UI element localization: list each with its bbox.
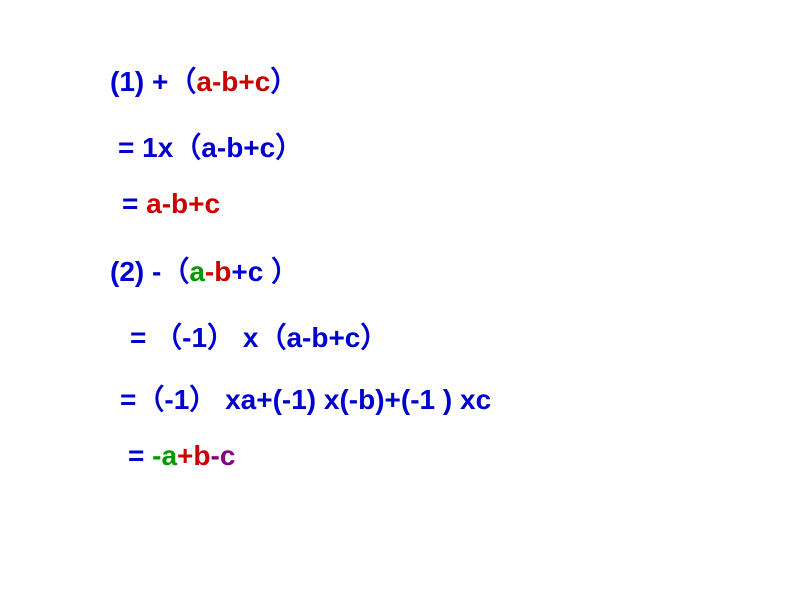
equals-sign: =	[122, 188, 146, 219]
term-a: a	[189, 256, 205, 287]
expression: a-b+c	[196, 66, 270, 97]
text-segment: (1) +	[110, 66, 168, 97]
text-segment: (2) -	[110, 256, 161, 287]
term-plus-b: +b	[177, 440, 210, 471]
paren-close: ）	[275, 132, 303, 163]
expression: a-b+c	[201, 132, 275, 163]
paren-open: （	[258, 322, 286, 353]
equation-line-1: (1) +（a-b+c）	[110, 60, 794, 100]
equation-line-6: =（-1） xa+(-1) x(-b)+(-1 ) xc	[110, 378, 794, 418]
result-expression: a-b+c	[146, 188, 220, 219]
paren-close: ）	[271, 256, 299, 287]
paren-open: （	[136, 384, 164, 415]
paren-close: ）	[189, 384, 217, 415]
equals-sign: =	[128, 440, 152, 471]
expression: a-b+c	[286, 322, 360, 353]
equation-line-2: = 1x（a-b+c）	[110, 126, 794, 166]
paren-open: （	[154, 322, 182, 353]
equals-sign: =	[130, 322, 154, 353]
term-minus-b: -b	[205, 256, 231, 287]
paren-open: （	[168, 66, 196, 97]
paren-close: ）	[270, 66, 298, 97]
expansion: xa+(-1) x(-b)+(-1 ) xc	[217, 384, 491, 415]
paren-open: （	[161, 256, 189, 287]
neg-one: -1	[164, 384, 189, 415]
equals-sign: =	[120, 384, 136, 415]
times: x	[235, 322, 258, 353]
text-segment: = 1x	[118, 132, 173, 163]
paren-close: ）	[207, 322, 235, 353]
equation-line-5: = （-1） x（a-b+c）	[110, 316, 794, 356]
equation-line-4: (2) -（a-b+c ）	[110, 250, 794, 290]
term-neg-a: -a	[152, 440, 177, 471]
math-content: (1) +（a-b+c） = 1x（a-b+c） = a-b+c (2) -（a…	[0, 0, 794, 472]
paren-open: （	[173, 132, 201, 163]
term-plus-c: +c	[231, 256, 271, 287]
equation-line-7: = -a+b-c	[110, 440, 794, 472]
term-neg-c: -c	[211, 440, 236, 471]
equation-line-3: = a-b+c	[110, 188, 794, 220]
neg-one: -1	[182, 322, 207, 353]
paren-close: ）	[360, 322, 388, 353]
